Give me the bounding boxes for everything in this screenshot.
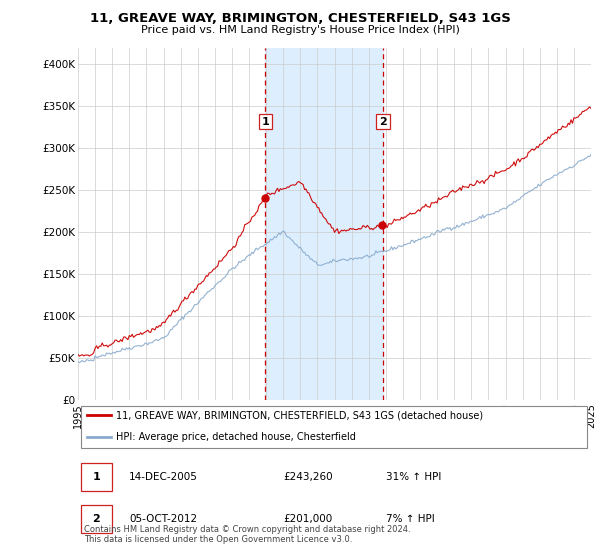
FancyBboxPatch shape [80, 405, 587, 449]
Text: 1: 1 [92, 472, 100, 482]
Bar [265, 48, 383, 400]
Text: 2: 2 [92, 514, 100, 524]
FancyBboxPatch shape [80, 505, 112, 533]
Text: 31% ↑ HPI: 31% ↑ HPI [386, 472, 441, 482]
Text: 05-OCT-2012: 05-OCT-2012 [130, 514, 197, 524]
Text: Price paid vs. HM Land Registry's House Price Index (HPI): Price paid vs. HM Land Registry's House … [140, 25, 460, 35]
Text: £243,260: £243,260 [283, 472, 333, 482]
Text: 1: 1 [262, 116, 269, 127]
Text: Contains HM Land Registry data © Crown copyright and database right 2024.
This d: Contains HM Land Registry data © Crown c… [84, 525, 410, 544]
FancyBboxPatch shape [80, 463, 112, 491]
Text: HPI: Average price, detached house, Chesterfield: HPI: Average price, detached house, Ches… [116, 432, 356, 442]
Text: £201,000: £201,000 [283, 514, 332, 524]
Text: 11, GREAVE WAY, BRIMINGTON, CHESTERFIELD, S43 1GS (detached house): 11, GREAVE WAY, BRIMINGTON, CHESTERFIELD… [116, 410, 484, 420]
Text: 2: 2 [379, 116, 387, 127]
Text: 14-DEC-2005: 14-DEC-2005 [130, 472, 198, 482]
Text: 11, GREAVE WAY, BRIMINGTON, CHESTERFIELD, S43 1GS: 11, GREAVE WAY, BRIMINGTON, CHESTERFIELD… [89, 12, 511, 25]
Text: 7% ↑ HPI: 7% ↑ HPI [386, 514, 434, 524]
